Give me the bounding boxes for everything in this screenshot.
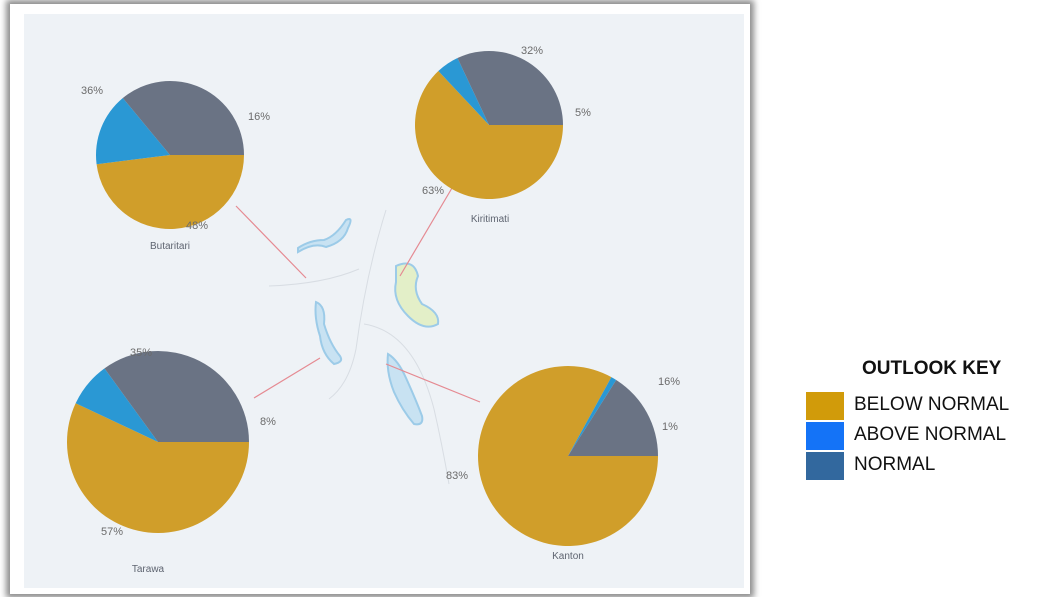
pie-slice-kanton-above-normal: [568, 377, 617, 456]
pie-label-tarawa-below-normal: 57%: [101, 526, 123, 538]
pie-slice-kiritimati-below-normal: [415, 71, 563, 199]
pie-label-butaritari-above-normal: 16%: [248, 111, 270, 123]
pie-label-kanton-below-normal: 83%: [446, 470, 468, 482]
pie-slice-butaritari-above-normal: [96, 97, 170, 165]
pie-label-tarawa-above-normal: 8%: [260, 416, 276, 428]
leader-line-tarawa: [253, 357, 321, 399]
pie-slice-tarawa-normal: [104, 351, 250, 442]
map-canvas: 48% 16% 36% Butaritari 63% 5% 32% Kiritimati 57%…: [24, 14, 744, 588]
island-tarawa: [314, 300, 343, 366]
legend-swatch-below-normal: [806, 392, 844, 420]
boundary-line: [268, 268, 360, 287]
island-kiritimati: [394, 262, 440, 328]
legend-label-below-normal: BELOW NORMAL: [854, 394, 1010, 415]
pie-label-kanton-above-normal: 1%: [662, 421, 678, 433]
pie-label-butaritari-below-normal: 48%: [186, 220, 208, 232]
station-label-tarawa: Tarawa: [132, 564, 165, 575]
leader-line-kanton: [385, 363, 481, 403]
leader-line-butaritari: [235, 205, 307, 279]
legend-swatch-normal: [806, 452, 844, 480]
pie-slice-kiritimati-above-normal: [438, 58, 489, 125]
legend-label-normal: NORMAL: [854, 454, 936, 475]
legend-item-above-normal: ABOVE NORMAL: [806, 422, 1063, 450]
outlook-key: OUTLOOK KEY BELOW NORMAL ABOVE NORMAL NO…: [806, 358, 1063, 508]
pie-slice-kiritimati-normal: [457, 51, 563, 125]
pie-slice-tarawa-below-normal: [67, 403, 249, 533]
pie-label-kiritimati-above-normal: 5%: [575, 107, 591, 119]
pie-label-tarawa-normal: 35%: [130, 347, 152, 359]
pie-slice-butaritari-normal: [122, 80, 244, 155]
boundary-line: [363, 323, 450, 485]
island-kanton: [386, 352, 424, 426]
outlook-map: 48% 16% 36% Butaritari 63% 5% 32% Kiritimati 57%…: [67, 45, 680, 575]
station-label-butaritari: Butaritari: [150, 241, 190, 252]
station-label-kiritimati: Kiritimati: [471, 214, 509, 225]
legend-title: OUTLOOK KEY: [862, 358, 1002, 379]
pie-slice-kanton-normal: [568, 380, 658, 456]
island-butaritari: [297, 218, 352, 254]
boundary-line: [328, 209, 387, 400]
legend-item-below-normal: BELOW NORMAL: [806, 392, 1063, 420]
pie-label-kiritimati-below-normal: 63%: [422, 185, 444, 197]
pie-slice-tarawa-above-normal: [75, 368, 158, 442]
map-frame: 48% 16% 36% Butaritari 63% 5% 32% Kiritimati 57%…: [10, 4, 750, 594]
leader-line-kiritimati: [399, 187, 453, 277]
legend-item-normal: NORMAL: [806, 452, 1063, 480]
legend-swatch-above-normal: [806, 422, 844, 450]
pie-label-kiritimati-normal: 32%: [521, 45, 543, 57]
pie-label-butaritari-normal: 36%: [81, 85, 103, 97]
station-label-kanton: Kanton: [552, 551, 584, 562]
legend-label-above-normal: ABOVE NORMAL: [854, 424, 1007, 445]
pie-label-kanton-normal: 16%: [658, 376, 680, 388]
pie-slice-butaritari-below-normal: [96, 155, 244, 230]
